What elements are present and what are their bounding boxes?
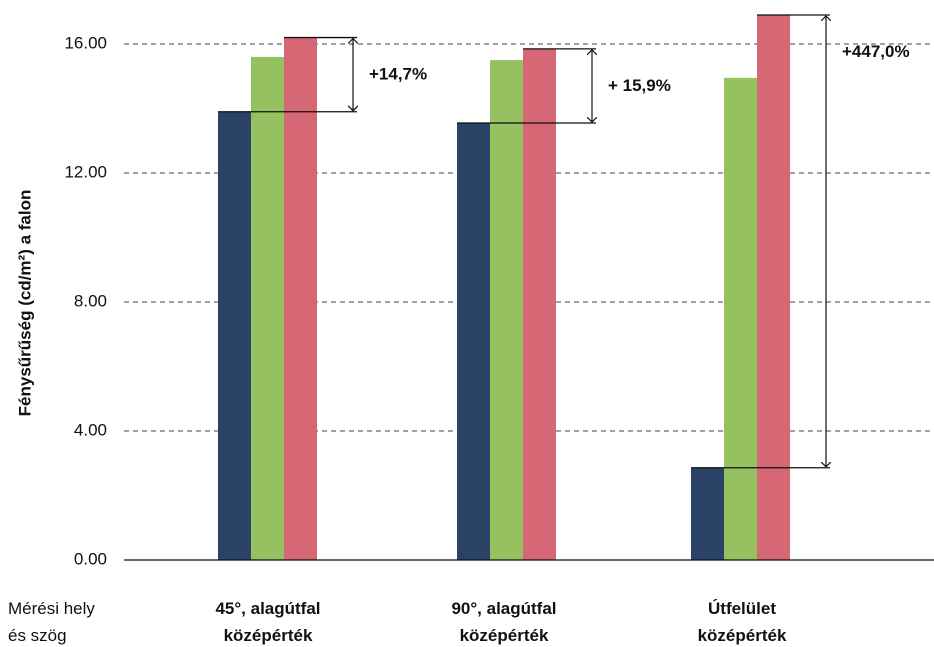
category-label: Útfelület xyxy=(708,599,776,618)
category-labels: 45°, alagútfal középérték 90°, alagútfal kö… xyxy=(215,599,786,645)
bar xyxy=(251,56,284,561)
y-tick-label: 8.00 xyxy=(74,291,107,310)
annotation-label: +447,0% xyxy=(842,42,910,61)
bar xyxy=(523,48,556,561)
y-tick-label: 4.00 xyxy=(74,420,107,439)
bars xyxy=(218,14,790,561)
category-label: középérték xyxy=(698,626,787,645)
bar xyxy=(691,467,724,560)
y-tick-label: 12.00 xyxy=(64,162,107,181)
bar xyxy=(457,123,490,560)
y-tick-label: 0.00 xyxy=(74,549,107,568)
bar xyxy=(284,37,317,561)
x-axis-caption-line-2: és szög xyxy=(8,626,67,645)
annotation-label: +14,7% xyxy=(369,65,427,84)
bar xyxy=(218,111,251,560)
y-axis-ticks: 0.00 4.00 8.00 12.00 16.00 xyxy=(64,33,107,568)
annotation-label: + 15,9% xyxy=(608,76,671,95)
category-label: 90°, alagútfal xyxy=(451,599,556,618)
category-label: középérték xyxy=(460,626,549,645)
x-axis-caption-line-1: Mérési hely xyxy=(8,599,95,618)
y-tick-label: 16.00 xyxy=(64,33,107,52)
bar xyxy=(757,14,790,561)
bar xyxy=(490,60,523,560)
category-label: középérték xyxy=(224,626,313,645)
bar xyxy=(724,77,757,561)
annotations: +14,7% + 15,9% +447,0% xyxy=(218,14,910,469)
y-axis-label: Fénysűrűség (cd/m²) a falon xyxy=(15,190,34,417)
category-label: 45°, alagútfal xyxy=(215,599,320,618)
